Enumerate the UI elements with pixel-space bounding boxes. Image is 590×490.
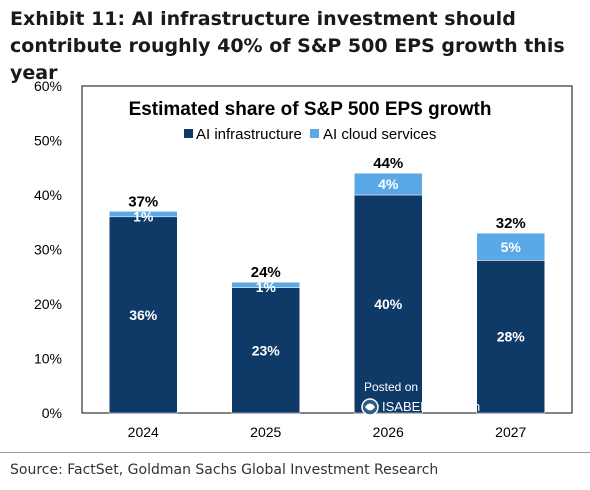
legend-label-ai-infrastructure: AI infrastructure [196, 126, 302, 143]
total-label-2024: 37% [128, 193, 158, 210]
y-tick-label: 30% [34, 242, 62, 258]
exhibit-title: Exhibit 11: AI infrastructure investment… [10, 8, 565, 84]
stacked-bar-chart: 0%10%20%30%40%50%60% 36%1%37%23%1%24%40%… [34, 78, 573, 440]
y-tick-label: 50% [34, 133, 62, 149]
total-label-2026: 44% [373, 155, 403, 172]
source-note: Source: FactSet, Goldman Sachs Global In… [10, 462, 439, 478]
data-label-ai-cloud-services-2026: 4% [378, 176, 399, 192]
data-label-ai-cloud-services-2027: 5% [501, 239, 522, 255]
x-tick-label: 2024 [128, 424, 159, 440]
total-label-2027: 32% [496, 215, 526, 232]
bar-ai-cloud-services-2026 [354, 172, 423, 196]
legend: AI infrastructure AI cloud services [184, 126, 436, 143]
y-axis: 0% 10% 20% 30% 40% 50% 60% [34, 78, 62, 421]
legend-swatch-ai-infrastructure [184, 129, 193, 138]
bar-ai-infrastructure-2027 [476, 260, 545, 414]
legend-label-ai-cloud-services: AI cloud services [323, 126, 436, 143]
bars: 36%1%37%23%1%24%40%4%44%28%5%32% [109, 155, 545, 414]
x-tick-label: 2026 [373, 424, 404, 440]
total-label-2025: 24% [251, 264, 281, 281]
y-tick-label: 0% [42, 405, 62, 421]
data-label-ai-infrastructure-2025: 23% [252, 342, 281, 358]
chart-title: Estimated share of S&P 500 EPS growth [129, 99, 492, 120]
watermark-line1: Posted on [364, 380, 418, 394]
x-axis: 2024 2025 2026 2027 [128, 424, 527, 440]
watermark: Posted on ISABELNET.com [361, 380, 480, 416]
x-tick-label: 2025 [250, 424, 281, 440]
y-tick-label: 10% [34, 351, 62, 367]
bar-ai-infrastructure-2025 [231, 287, 300, 414]
watermark-line2: ISABELNET.com [382, 399, 480, 414]
data-label-ai-infrastructure-2024: 36% [129, 307, 158, 323]
data-label-ai-cloud-services-2024: 1% [133, 208, 154, 224]
data-label-ai-infrastructure-2026: 40% [374, 296, 403, 312]
footer-divider [0, 452, 590, 453]
y-tick-label: 20% [34, 296, 62, 312]
bar-ai-infrastructure-2026 [354, 194, 423, 414]
bar-ai-cloud-services-2025 [231, 281, 300, 288]
y-tick-label: 40% [34, 187, 62, 203]
bar-ai-infrastructure-2024 [109, 216, 178, 414]
data-label-ai-infrastructure-2027: 28% [497, 329, 526, 345]
legend-swatch-ai-cloud-services [310, 129, 319, 138]
y-tick-label: 60% [34, 78, 62, 94]
data-label-ai-cloud-services-2025: 1% [256, 279, 277, 295]
x-tick-label: 2027 [495, 424, 526, 440]
bar-ai-cloud-services-2027 [476, 232, 545, 261]
bar-ai-cloud-services-2024 [109, 211, 178, 218]
isabelnet-logo-icon [361, 398, 379, 416]
